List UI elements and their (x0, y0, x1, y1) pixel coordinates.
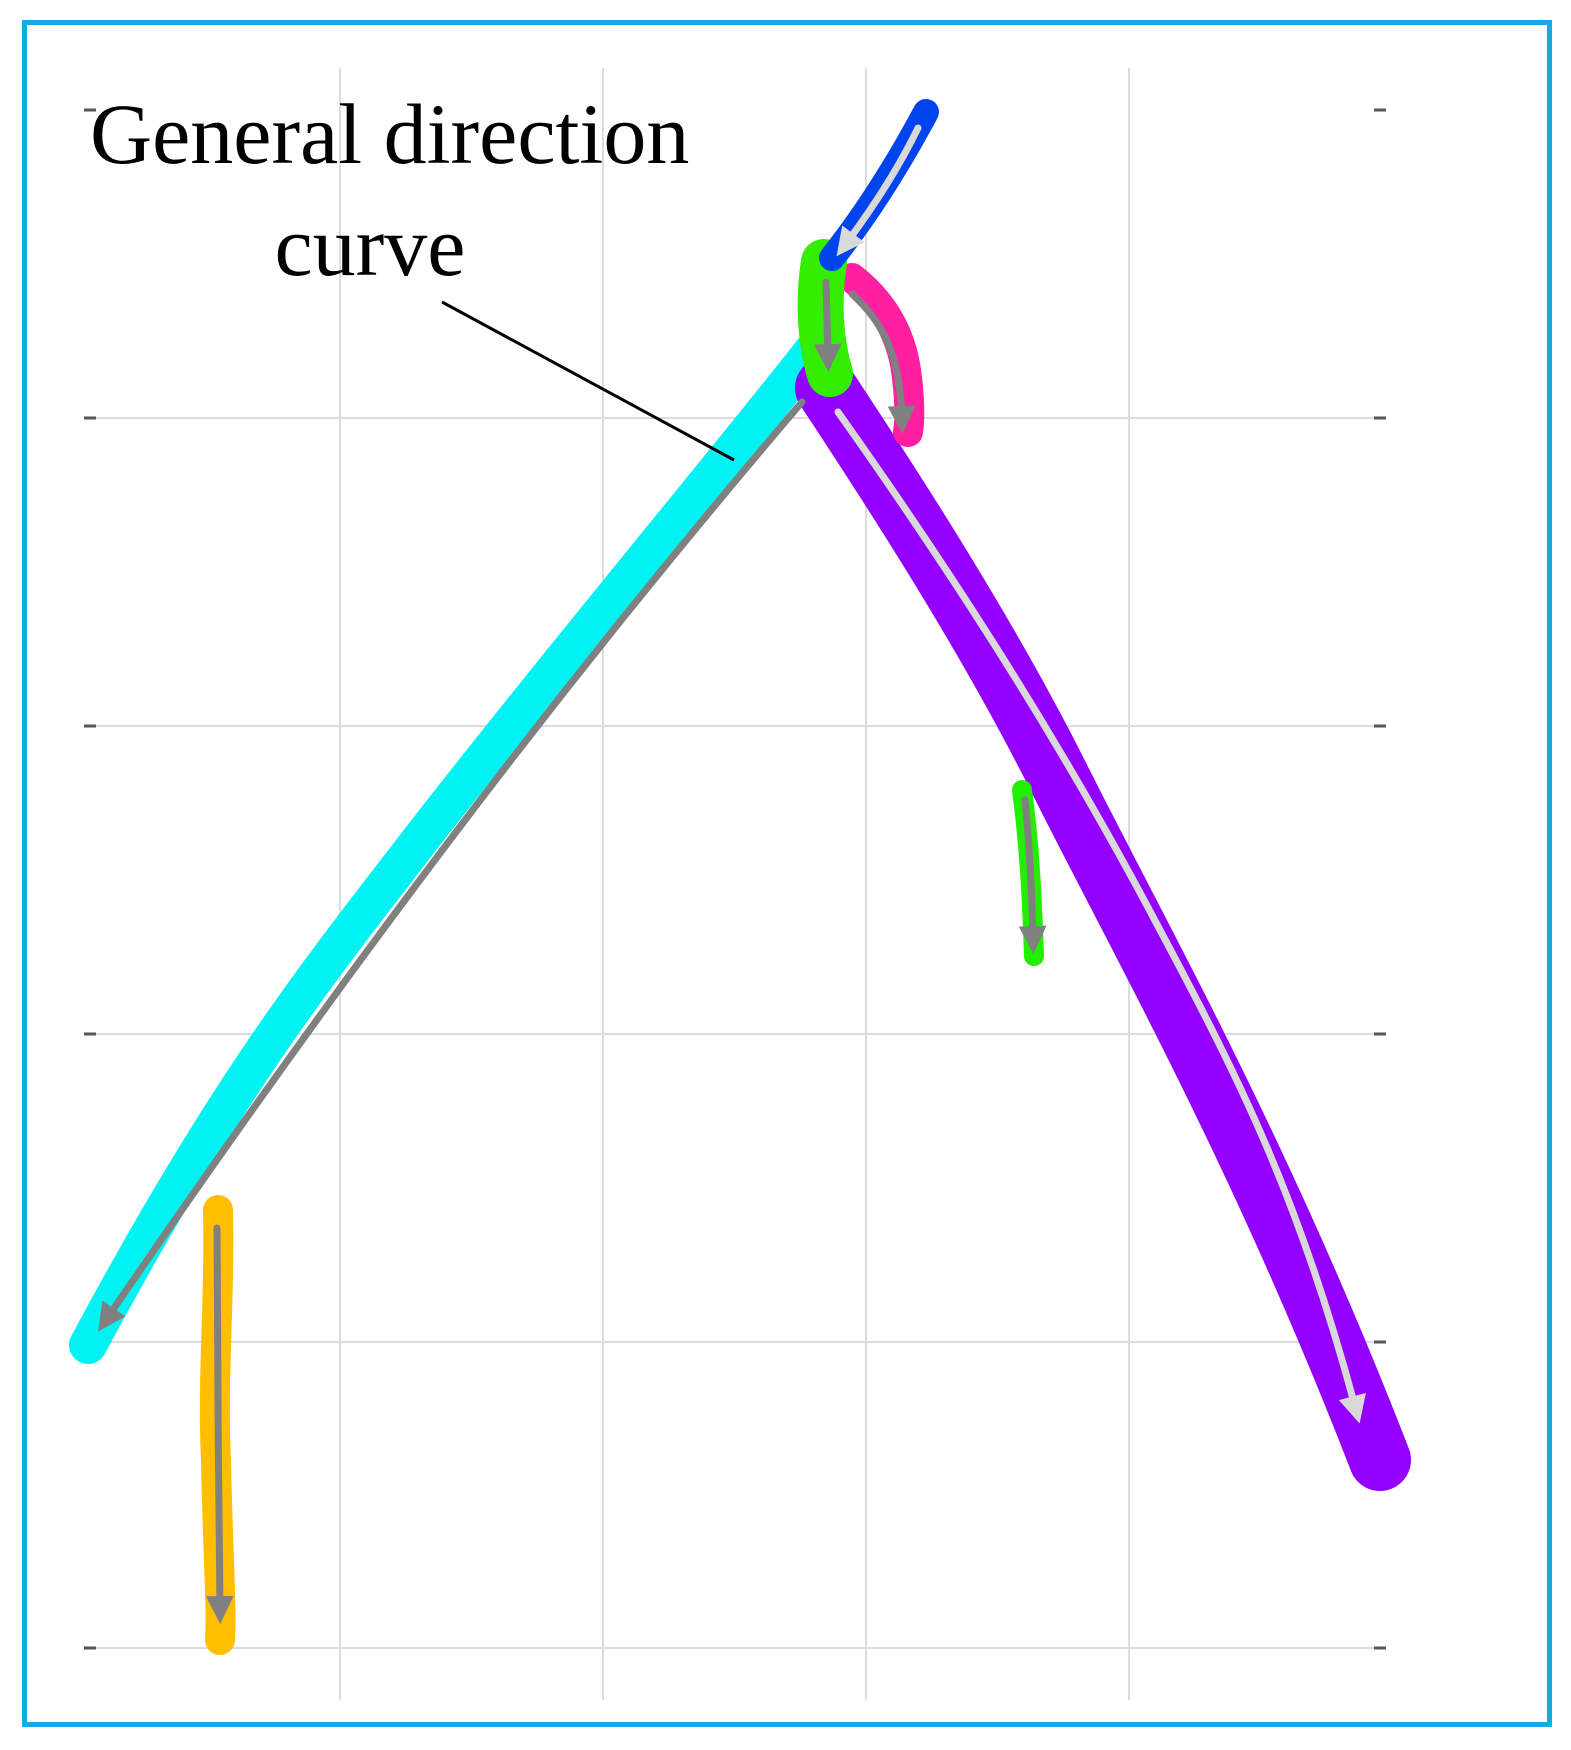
grid (86, 68, 1385, 1700)
annotation-label: General direction curve (90, 78, 690, 302)
annotation-leader-line (441, 300, 735, 462)
branches (69, 99, 1411, 1655)
arrow-orange-branch (205, 1224, 234, 1624)
tick-marks (84, 108, 1386, 1650)
arrow-blue-trunk (836, 124, 922, 257)
arrow-green-junction (813, 278, 842, 372)
arrow-pink-branch (848, 290, 916, 434)
direction-arrows (98, 124, 1366, 1624)
purple-branch (795, 357, 1411, 1491)
cyan-branch (69, 333, 831, 1364)
arrow-cyan-branch (98, 398, 806, 1332)
figure-frame (22, 20, 1552, 1727)
annotation-line-2: curve (274, 198, 466, 294)
arrow-green-small-branch (1018, 796, 1047, 954)
annotation-line-1: General direction (90, 86, 690, 182)
arrow-purple-branch (834, 408, 1366, 1424)
